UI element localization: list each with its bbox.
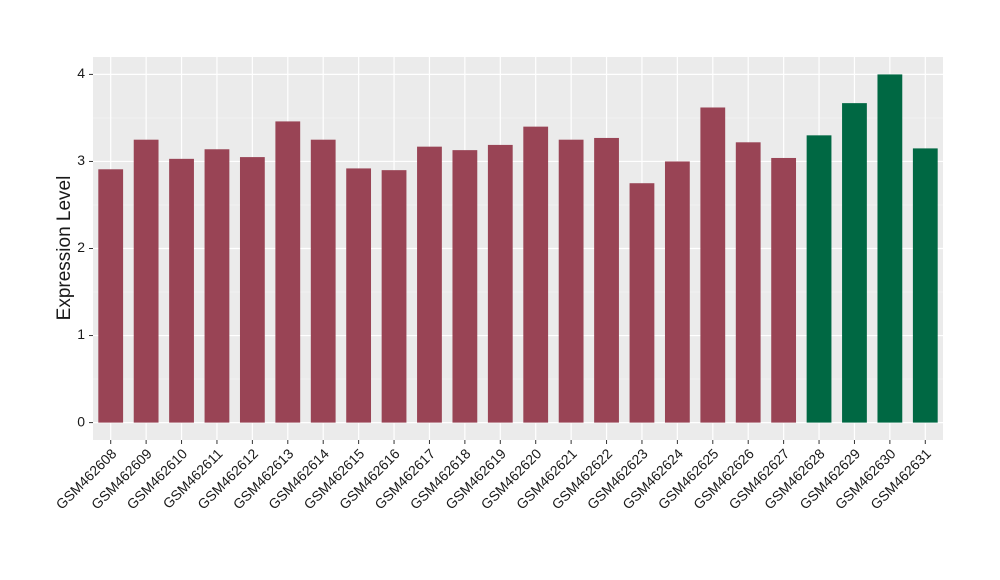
- bar: [735, 142, 761, 423]
- bar: [806, 135, 832, 423]
- bar: [98, 169, 124, 423]
- bar: [842, 103, 867, 423]
- bar: [310, 139, 336, 423]
- bar: [381, 170, 407, 423]
- bar: [275, 121, 301, 423]
- bar: [664, 161, 690, 423]
- bar: [417, 146, 442, 423]
- y-tick-label: 4: [77, 65, 85, 81]
- bar: [346, 168, 372, 423]
- bar: [239, 157, 265, 423]
- bar: [204, 149, 230, 423]
- y-tick-label: 0: [77, 413, 85, 429]
- bar: [487, 144, 513, 423]
- bar: [452, 150, 478, 423]
- bar: [771, 157, 797, 423]
- bar: [629, 183, 655, 423]
- bar: [594, 137, 619, 423]
- bar: [912, 148, 938, 423]
- bar: [523, 126, 549, 423]
- bar: [133, 139, 159, 423]
- bar: [877, 74, 903, 423]
- bar: [558, 139, 584, 423]
- y-tick-label: 3: [77, 152, 85, 168]
- bar: [700, 107, 726, 423]
- y-tick-label: 2: [77, 239, 85, 255]
- y-tick-label: 1: [77, 326, 85, 342]
- y-axis-label: Expression Level: [54, 176, 75, 321]
- bar: [169, 158, 194, 423]
